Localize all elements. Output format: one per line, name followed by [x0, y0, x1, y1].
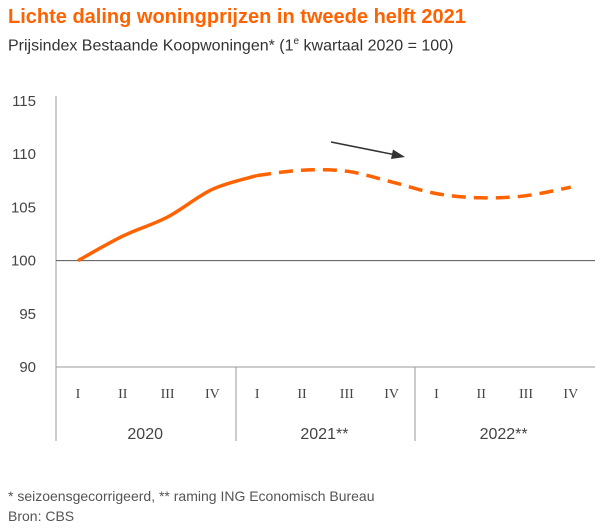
- trend-arrow-shaft: [330, 141, 397, 156]
- y-tick-label: 95: [19, 306, 36, 323]
- x-tick-label: II: [477, 387, 487, 402]
- subtitle-main: Prijsindex Bestaande Koopwoningen* (1: [8, 37, 294, 55]
- chart-subtitle: Prijsindex Bestaande Koopwoningen* (1e k…: [8, 36, 453, 55]
- x-tick-label: II: [118, 387, 128, 402]
- x-tick-label: III: [519, 387, 533, 402]
- y-tick-label: 90: [19, 359, 36, 376]
- actual-line: [77, 173, 258, 263]
- subtitle-superscript: e: [293, 36, 300, 47]
- year-label: 2020: [127, 426, 163, 443]
- chart-title: Lichte daling woningprijzen in tweede he…: [8, 6, 466, 28]
- x-tick-label: IV: [563, 387, 578, 402]
- x-tick-label: I: [434, 387, 439, 402]
- x-tick-label: I: [76, 387, 81, 402]
- x-tick-label: I: [255, 387, 260, 402]
- x-tick-label: II: [297, 387, 307, 402]
- y-tick-label: 105: [11, 199, 36, 216]
- x-tick-label: IV: [205, 387, 220, 402]
- subtitle-rest: kwartaal 2020 = 100): [299, 37, 454, 55]
- year-label: 2022**: [480, 426, 528, 443]
- x-tick-label: III: [161, 387, 175, 402]
- y-tick-label: 115: [12, 93, 36, 110]
- trend-arrow-head: [391, 149, 405, 159]
- x-tick-label: IV: [384, 387, 399, 402]
- year-label: 2021**: [300, 426, 348, 443]
- source-note: Bron: CBS: [8, 508, 75, 524]
- forecast-line: [256, 167, 572, 200]
- x-tick-label: III: [340, 387, 354, 402]
- y-tick-label: 100: [11, 253, 36, 270]
- footnote: * seizoensgecorrigeerd, ** raming ING Ec…: [8, 488, 375, 504]
- y-tick-label: 110: [12, 146, 36, 163]
